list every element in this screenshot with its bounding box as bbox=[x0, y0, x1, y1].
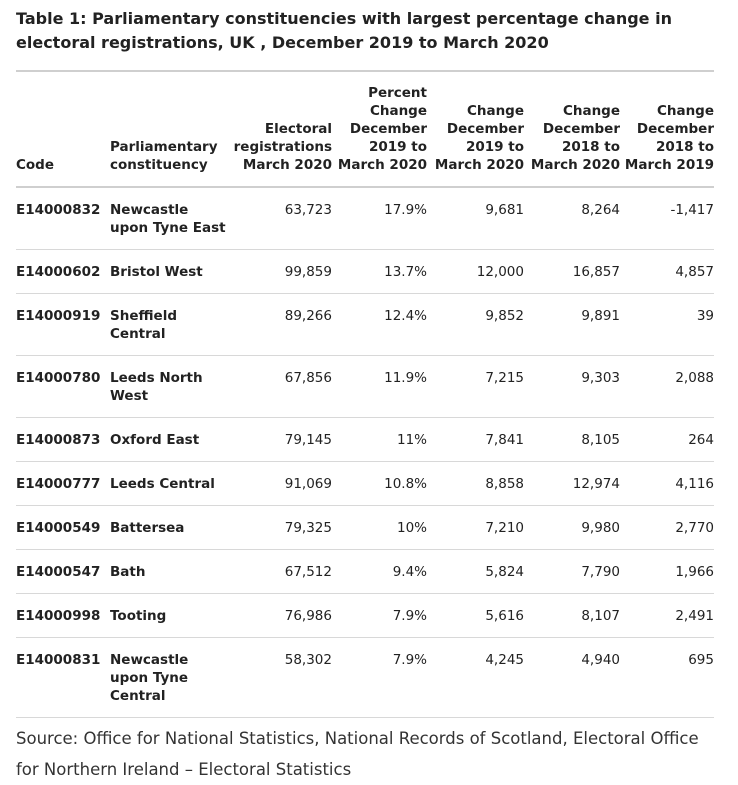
cell-code: E14000831 bbox=[16, 652, 101, 668]
cell-percent-change: 10.8% bbox=[384, 476, 427, 492]
table-row: E14000777 Leeds Central 91,069 10.8% 8,8… bbox=[16, 462, 714, 506]
cell-change-dec2018-mar2020: 7,790 bbox=[581, 564, 620, 580]
cell-change-dec2018-mar2020: 9,980 bbox=[581, 520, 620, 536]
cell-percent-change: 13.7% bbox=[384, 264, 427, 280]
table-row: E14000832 Newcastle upon Tyne East 63,72… bbox=[16, 187, 714, 250]
table-row: E14000919 Sheffield Central 89,266 12.4%… bbox=[16, 294, 714, 356]
table-row: E14000831 Newcastle upon Tyne Central 58… bbox=[16, 638, 714, 718]
header-constituency: Parliamentary constituency bbox=[110, 139, 218, 173]
cell-percent-change: 12.4% bbox=[384, 308, 427, 324]
table-body: E14000832 Newcastle upon Tyne East 63,72… bbox=[16, 187, 714, 718]
cell-change-dec2018-mar2020: 12,974 bbox=[572, 476, 620, 492]
header-change-dec2018-mar2019: Change December 2018 to March 2019 bbox=[624, 103, 714, 173]
cell-change-dec2019: 9,852 bbox=[485, 308, 524, 324]
cell-code: E14000919 bbox=[16, 308, 101, 324]
cell-code: E14000602 bbox=[16, 264, 101, 280]
cell-change-dec2019: 4,245 bbox=[485, 652, 524, 668]
cell-constituency: Battersea bbox=[110, 520, 185, 536]
cell-change-dec2019: 5,616 bbox=[485, 608, 524, 624]
header-row: Code Parliamentary constituency Electora… bbox=[16, 72, 714, 187]
cell-constituency: Oxford East bbox=[110, 432, 200, 448]
constituency-table: Code Parliamentary constituency Electora… bbox=[16, 72, 714, 718]
cell-registrations: 79,145 bbox=[284, 432, 332, 448]
cell-change-dec2019: 7,210 bbox=[485, 520, 524, 536]
cell-change-dec2018-mar2019: -1,417 bbox=[670, 202, 714, 218]
cell-change-dec2018-mar2019: 1,966 bbox=[675, 564, 714, 580]
cell-registrations: 67,856 bbox=[284, 370, 332, 386]
cell-percent-change: 11% bbox=[396, 432, 427, 448]
cell-change-dec2019: 8,858 bbox=[485, 476, 524, 492]
header-registrations: Electoral registrations March 2020 bbox=[233, 121, 332, 173]
table-row: E14000780 Leeds North West 67,856 11.9% … bbox=[16, 356, 714, 418]
cell-change-dec2019: 12,000 bbox=[476, 264, 524, 280]
table-row: E14000602 Bristol West 99,859 13.7% 12,0… bbox=[16, 250, 714, 294]
cell-change-dec2018-mar2019: 39 bbox=[696, 308, 714, 324]
table-row: E14000873 Oxford East 79,145 11% 7,841 8… bbox=[16, 418, 714, 462]
cell-change-dec2018-mar2020: 16,857 bbox=[572, 264, 620, 280]
cell-change-dec2019: 7,215 bbox=[485, 370, 524, 386]
cell-percent-change: 7.9% bbox=[392, 652, 427, 668]
cell-percent-change: 17.9% bbox=[384, 202, 427, 218]
cell-change-dec2018-mar2019: 264 bbox=[688, 432, 714, 448]
cell-registrations: 79,325 bbox=[284, 520, 332, 536]
cell-code: E14000549 bbox=[16, 520, 101, 536]
cell-constituency: Newcastle upon Tyne East bbox=[110, 202, 226, 236]
cell-percent-change: 7.9% bbox=[392, 608, 427, 624]
cell-registrations: 67,512 bbox=[284, 564, 332, 580]
cell-registrations: 99,859 bbox=[284, 264, 332, 280]
cell-change-dec2018-mar2020: 4,940 bbox=[581, 652, 620, 668]
cell-change-dec2018-mar2019: 2,770 bbox=[675, 520, 714, 536]
table-row: E14000549 Battersea 79,325 10% 7,210 9,9… bbox=[16, 506, 714, 550]
cell-change-dec2018-mar2020: 9,891 bbox=[581, 308, 620, 324]
cell-constituency: Newcastle upon Tyne Central bbox=[110, 652, 189, 704]
top-divider bbox=[16, 70, 714, 72]
cell-code: E14000998 bbox=[16, 608, 101, 624]
cell-change-dec2018-mar2019: 695 bbox=[688, 652, 714, 668]
table-title: Table 1: Parliamentary constituencies wi… bbox=[16, 9, 672, 52]
cell-percent-change: 10% bbox=[396, 520, 427, 536]
cell-change-dec2018-mar2020: 8,105 bbox=[581, 432, 620, 448]
header-change-dec2018-mar2020: Change December 2018 to March 2020 bbox=[530, 103, 620, 173]
cell-registrations: 76,986 bbox=[284, 608, 332, 624]
cell-change-dec2018-mar2019: 4,116 bbox=[675, 476, 714, 492]
cell-change-dec2018-mar2019: 2,088 bbox=[675, 370, 714, 386]
cell-registrations: 63,723 bbox=[284, 202, 332, 218]
cell-registrations: 89,266 bbox=[284, 308, 332, 324]
cell-change-dec2018-mar2020: 9,303 bbox=[581, 370, 620, 386]
cell-constituency: Sheffield Central bbox=[110, 308, 177, 342]
cell-constituency: Bristol West bbox=[110, 264, 203, 280]
cell-change-dec2019: 7,841 bbox=[485, 432, 524, 448]
cell-constituency: Leeds Central bbox=[110, 476, 215, 492]
header-change-dec2019: Change December 2019 to March 2020 bbox=[434, 103, 524, 173]
header-percent-change: Percent Change December 2019 to March 20… bbox=[337, 85, 427, 173]
cell-code: E14000832 bbox=[16, 202, 101, 218]
cell-code: E14000547 bbox=[16, 564, 101, 580]
cell-percent-change: 9.4% bbox=[392, 564, 427, 580]
cell-change-dec2019: 9,681 bbox=[485, 202, 524, 218]
cell-registrations: 58,302 bbox=[284, 652, 332, 668]
cell-constituency: Leeds North West bbox=[110, 370, 203, 404]
cell-change-dec2018-mar2020: 8,107 bbox=[581, 608, 620, 624]
cell-constituency: Tooting bbox=[110, 608, 167, 624]
cell-change-dec2018-mar2019: 4,857 bbox=[675, 264, 714, 280]
cell-code: E14000780 bbox=[16, 370, 101, 386]
cell-change-dec2018-mar2020: 8,264 bbox=[581, 202, 620, 218]
table-row: E14000547 Bath 67,512 9.4% 5,824 7,790 1… bbox=[16, 550, 714, 594]
cell-registrations: 91,069 bbox=[284, 476, 332, 492]
cell-code: E14000873 bbox=[16, 432, 101, 448]
cell-change-dec2019: 5,824 bbox=[485, 564, 524, 580]
table-row: E14000998 Tooting 76,986 7.9% 5,616 8,10… bbox=[16, 594, 714, 638]
cell-change-dec2018-mar2019: 2,491 bbox=[675, 608, 714, 624]
source-note: Source: Office for National Statistics, … bbox=[16, 729, 699, 779]
cell-code: E14000777 bbox=[16, 476, 101, 492]
header-code: Code bbox=[16, 157, 55, 173]
cell-percent-change: 11.9% bbox=[384, 370, 427, 386]
cell-constituency: Bath bbox=[110, 564, 146, 580]
